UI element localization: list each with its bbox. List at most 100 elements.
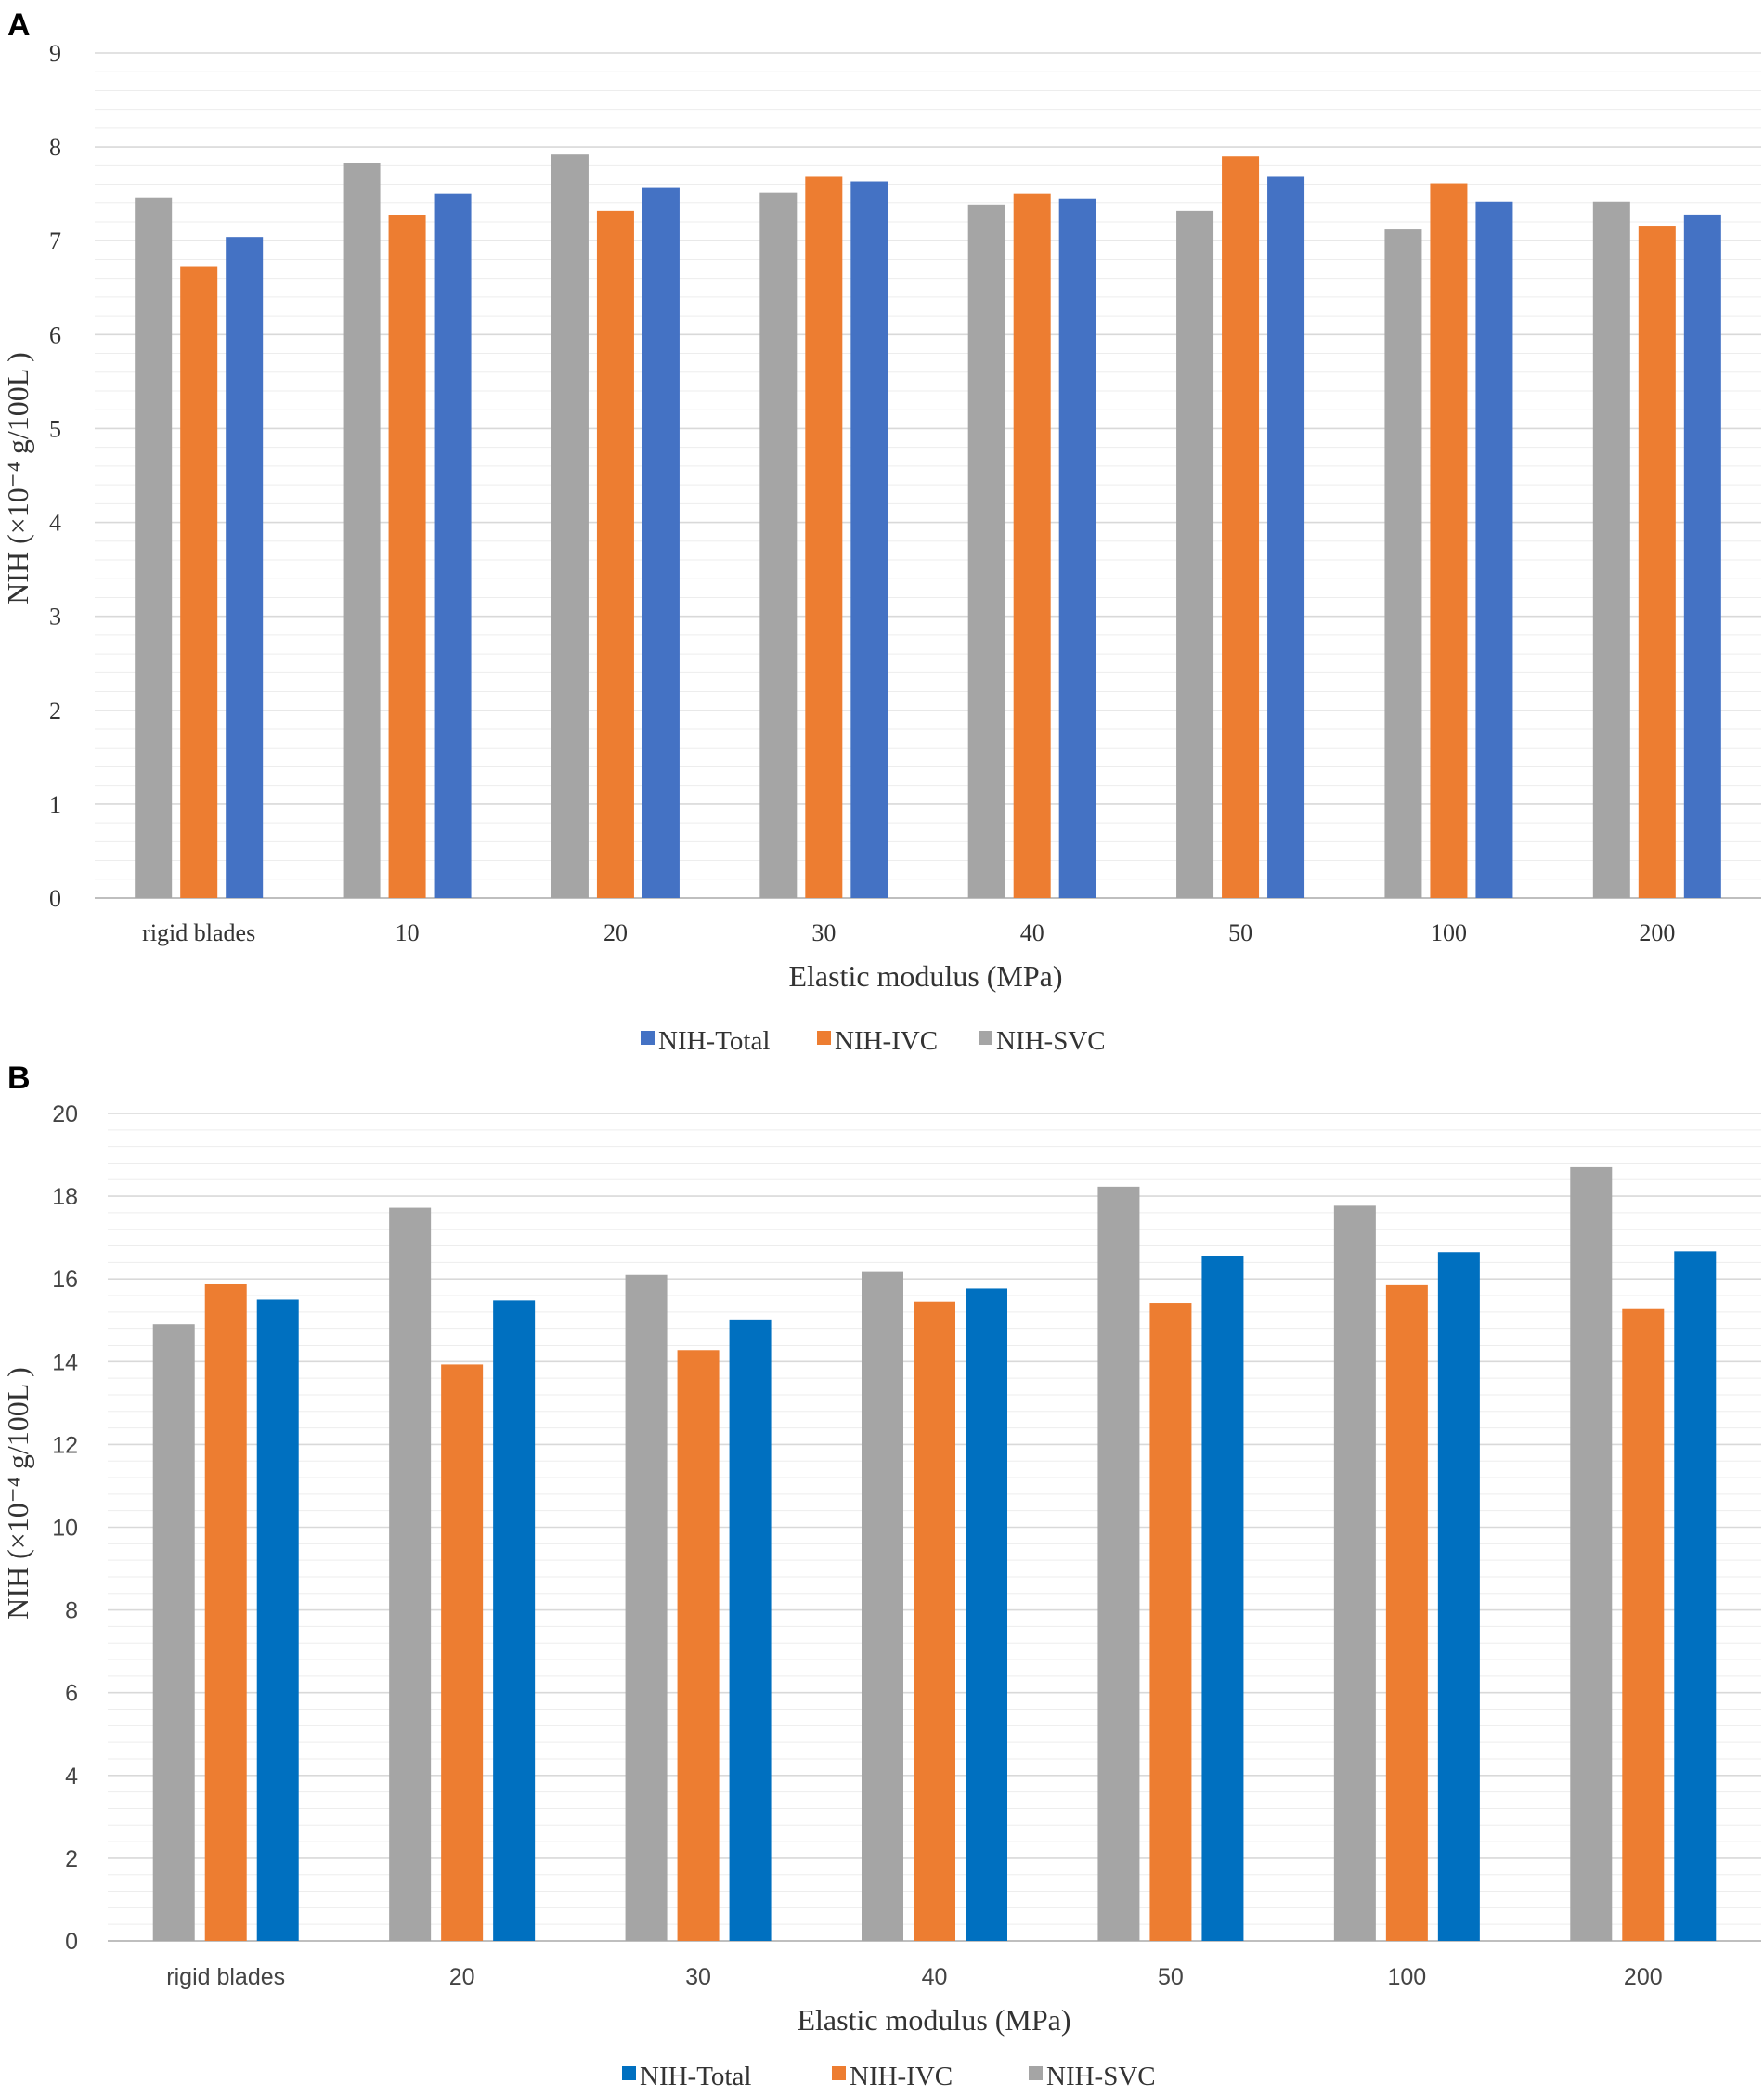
y-tick-label: 7 <box>49 228 61 254</box>
bar-nih-ivc-5 <box>1222 156 1260 898</box>
y-tick-label: 6 <box>49 321 61 348</box>
y-tick-label: 0 <box>65 1929 78 1955</box>
bar-nih-svc-6 <box>1570 1166 1613 1941</box>
bar-nih-total-5 <box>1437 1252 1480 1941</box>
bar-nih-total-5 <box>1267 176 1305 898</box>
panel-a-letter: A <box>7 7 31 43</box>
y-tick-label: 5 <box>49 415 61 442</box>
bar-nih-svc-7 <box>1592 201 1630 898</box>
y-tick-label: 4 <box>65 1764 78 1790</box>
panel-b-letter: B <box>7 1061 31 1096</box>
bar-nih-svc-3 <box>862 1271 903 1941</box>
legend-label: NIH-IVC <box>835 1026 938 1056</box>
bar-nih-ivc-1 <box>441 1364 484 1941</box>
legend-swatch <box>1029 2066 1043 2080</box>
legend-swatch <box>832 2066 846 2080</box>
bar-nih-ivc-4 <box>1149 1303 1192 1941</box>
x-tick-label: 200 <box>1624 1964 1663 1990</box>
bar-nih-total-4 <box>1058 198 1096 898</box>
y-tick-label: 20 <box>52 1101 78 1127</box>
bar-nih-total-2 <box>642 187 680 899</box>
y-tick-label: 6 <box>65 1681 78 1707</box>
x-tick-label: 20 <box>449 1964 475 1990</box>
bar-nih-ivc-1 <box>388 215 426 898</box>
y-tick-label: 0 <box>49 885 61 912</box>
panel-a-x-ticks: rigid blades 10 20 30 40 50 100 200 <box>142 919 1675 946</box>
legend-label: NIH-Total <box>640 2062 751 2091</box>
bar-nih-svc-5 <box>1176 210 1214 898</box>
x-tick-label: 200 <box>1639 919 1675 946</box>
panel-b-bars <box>152 1166 1717 1941</box>
bar-nih-total-2 <box>729 1319 772 1941</box>
legend-item-nih-ivc: NIH-IVC <box>817 1026 938 1056</box>
y-tick-label: 2 <box>49 697 61 724</box>
panel-b-y-ticks: 0 2 4 6 8 10 12 14 16 18 20 <box>52 1101 78 1955</box>
y-tick-label: 10 <box>52 1516 78 1542</box>
panel-a-legend: NIH-Total NIH-IVC NIH-SVC <box>641 1026 1106 1056</box>
bar-nih-total-0 <box>226 237 264 898</box>
legend-swatch <box>817 1031 831 1045</box>
bar-nih-ivc-3 <box>914 1301 955 1941</box>
legend-swatch <box>641 1031 655 1045</box>
x-tick-label: 30 <box>685 1964 711 1990</box>
y-tick-label: 3 <box>49 604 61 631</box>
bar-nih-svc-6 <box>1384 229 1422 899</box>
y-tick-label: 4 <box>49 510 61 537</box>
legend-item-nih-total: NIH-Total <box>622 2062 751 2091</box>
bar-nih-svc-2 <box>551 154 589 898</box>
x-tick-label: 40 <box>1020 919 1044 946</box>
panel-b-y-axis-title: NIH (×10⁻⁴ g/100L ) <box>1 1367 34 1620</box>
bar-nih-ivc-0 <box>180 266 218 898</box>
legend-label: NIH-SVC <box>1046 2062 1156 2091</box>
legend-item-nih-svc: NIH-SVC <box>979 1026 1106 1056</box>
panel-a-y-ticks: 0 1 2 3 4 5 6 7 8 9 <box>49 40 61 912</box>
x-tick-label: 100 <box>1431 919 1467 946</box>
x-tick-label: rigid blades <box>166 1964 285 1990</box>
bar-nih-ivc-6 <box>1622 1308 1665 1941</box>
bar-nih-svc-1 <box>343 163 381 899</box>
bar-nih-ivc-4 <box>1013 193 1051 898</box>
y-tick-label: 14 <box>52 1349 78 1375</box>
x-tick-label: 50 <box>1158 1964 1184 1990</box>
bar-nih-total-6 <box>1674 1251 1717 1941</box>
legend-item-nih-total: NIH-Total <box>641 1026 770 1056</box>
panel-a-x-axis-title: Elastic modulus (MPa) <box>788 959 1062 993</box>
x-tick-label: 100 <box>1387 1964 1426 1990</box>
x-tick-label: 20 <box>603 919 628 946</box>
x-tick-label: 30 <box>811 919 836 946</box>
y-tick-label: 1 <box>49 791 61 818</box>
bar-nih-svc-3 <box>759 192 798 899</box>
bar-nih-svc-0 <box>135 197 173 898</box>
x-tick-label: 40 <box>922 1964 948 1990</box>
bar-nih-total-3 <box>850 181 888 898</box>
panel-b-legend: NIH-Total NIH-IVC NIH-SVC <box>622 2062 1156 2091</box>
bar-nih-ivc-0 <box>204 1283 247 1941</box>
bar-nih-total-6 <box>1475 201 1513 898</box>
panel-b-x-axis-title: Elastic modulus (MPa) <box>797 2003 1070 2037</box>
bar-nih-svc-4 <box>967 204 1005 899</box>
chart-panel-b: B 0 2 4 6 8 10 12 14 16 18 20 rigid blades 20 30 40 50… <box>1 1061 1761 2091</box>
legend-label: NIH-IVC <box>850 2062 953 2091</box>
legend-swatch <box>622 2066 636 2080</box>
chart-panel-a: A 0 1 2 3 4 5 6 7 8 9 rigid blades 10 20 30 40 50 100 20… <box>1 7 1761 1056</box>
bar-nih-ivc-2 <box>677 1350 720 1941</box>
panel-b-x-ticks: rigid blades 20 30 40 50 100 200 <box>166 1964 1662 1990</box>
y-tick-label: 8 <box>65 1598 78 1624</box>
y-tick-label: 8 <box>49 134 61 161</box>
legend-item-nih-ivc: NIH-IVC <box>832 2062 953 2091</box>
y-tick-label: 9 <box>49 40 61 67</box>
y-tick-label: 12 <box>52 1432 78 1458</box>
legend-label: NIH-SVC <box>996 1026 1106 1056</box>
bar-nih-svc-0 <box>152 1324 195 1941</box>
bar-nih-ivc-7 <box>1638 226 1676 899</box>
x-tick-label: 10 <box>396 919 420 946</box>
bar-nih-total-1 <box>434 193 472 898</box>
y-tick-label: 18 <box>52 1184 78 1210</box>
bar-nih-total-0 <box>256 1299 299 1941</box>
bar-nih-total-3 <box>966 1288 1007 1941</box>
panel-a-y-axis-title: NIH (×10⁻⁴ g/100L ) <box>1 352 34 605</box>
y-tick-label: 16 <box>52 1267 78 1293</box>
bar-nih-ivc-6 <box>1430 183 1468 899</box>
panel-a-bars <box>135 154 1721 899</box>
